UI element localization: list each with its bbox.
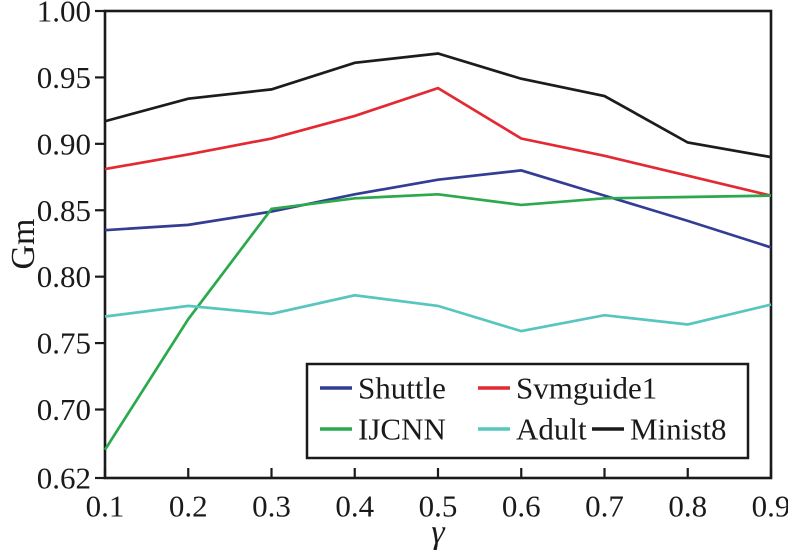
x-axis-tick-label: 0.1 bbox=[86, 488, 125, 523]
y-axis-title: Gm bbox=[5, 218, 42, 270]
series-line-ijcnn bbox=[103, 192, 772, 451]
x-axis-tick-label: 0.3 bbox=[252, 488, 291, 523]
x-axis-tick-label: 0.2 bbox=[169, 488, 208, 523]
x-axis-tick-label: 0.6 bbox=[502, 488, 541, 523]
x-axis-title: γ bbox=[431, 514, 445, 551]
legend-label-ijcnn: IJCNN bbox=[358, 412, 446, 447]
series-line-adult bbox=[104, 293, 772, 333]
y-axis-tick-label: 0.62 bbox=[37, 461, 91, 496]
y-axis-tick-label: 0.95 bbox=[37, 60, 91, 95]
legend-label-minist8: Minist8 bbox=[630, 412, 726, 447]
x-axis-tick-label: 0.9 bbox=[752, 488, 788, 523]
series-line-minist8 bbox=[104, 52, 772, 159]
legend-label-shuttle: Shuttle bbox=[358, 371, 446, 406]
series-line-svmguide1 bbox=[104, 86, 772, 197]
legend-label-adult: Adult bbox=[516, 412, 587, 447]
y-axis-tick-label: 0.85 bbox=[37, 193, 91, 228]
y-axis-tick-label: 0.80 bbox=[37, 259, 91, 294]
x-axis-tick-label: 0.5 bbox=[419, 488, 458, 523]
x-axis-tick-label: 0.4 bbox=[335, 488, 374, 523]
y-axis-tick-label: 1.00 bbox=[37, 0, 91, 29]
y-axis-tick-label: 0.70 bbox=[37, 392, 91, 427]
x-axis-tick-label: 0.7 bbox=[585, 488, 624, 523]
x-axis-tick-label: 0.8 bbox=[668, 488, 707, 523]
y-axis-tick-label: 0.90 bbox=[37, 126, 91, 161]
legend-box bbox=[305, 362, 750, 460]
series-line-shuttle bbox=[104, 169, 772, 249]
y-axis-tick-label: 0.75 bbox=[37, 326, 91, 361]
legend-label-svmguide1: Svmguide1 bbox=[516, 371, 657, 406]
